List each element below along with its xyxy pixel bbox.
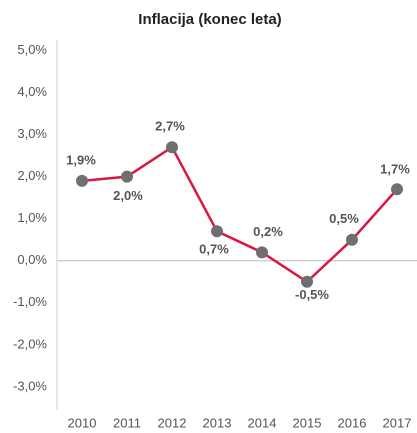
value-label: 2,0%: [113, 188, 143, 203]
x-tick-label: 2016: [338, 415, 367, 430]
x-tick-label: 2011: [113, 415, 141, 430]
marker: [391, 183, 403, 196]
x-tick-label: 2014: [248, 415, 277, 430]
value-label: -0,5%: [295, 287, 329, 302]
y-tick-label: 3,0%: [17, 126, 47, 141]
y-tick-label: 0,0%: [17, 252, 47, 267]
y-tick-label: -2,0%: [13, 336, 47, 351]
y-tick-label: -3,0%: [13, 378, 47, 393]
value-label: 2,7%: [155, 119, 185, 134]
marker: [346, 233, 358, 246]
value-label: 1,7%: [380, 162, 410, 177]
x-tick-label: 2017: [383, 415, 412, 430]
x-tick-label: 2010: [68, 415, 97, 430]
marker: [301, 275, 313, 288]
y-tick-label: 4,0%: [17, 84, 47, 99]
y-tick-label: -1,0%: [13, 294, 47, 309]
chart-title: Inflacija (konec leta): [138, 11, 281, 28]
value-label: 0,2%: [253, 224, 283, 239]
value-label: 1,9%: [66, 152, 96, 167]
y-tick-label: 1,0%: [17, 210, 47, 225]
x-tick-label: 2013: [203, 415, 232, 430]
marker: [166, 141, 178, 154]
marker: [121, 170, 133, 183]
y-tick-label: 5,0%: [17, 42, 47, 57]
marker: [211, 225, 223, 238]
line: [81, 145, 398, 284]
marker: [256, 246, 268, 259]
x-tick-label: 2012: [158, 415, 187, 430]
value-label: 0,7%: [199, 242, 229, 257]
value-label: 0,5%: [329, 211, 359, 226]
marker: [76, 174, 88, 187]
x-tick-label: 2015: [293, 415, 322, 430]
y-tick-label: 2,0%: [17, 168, 47, 183]
